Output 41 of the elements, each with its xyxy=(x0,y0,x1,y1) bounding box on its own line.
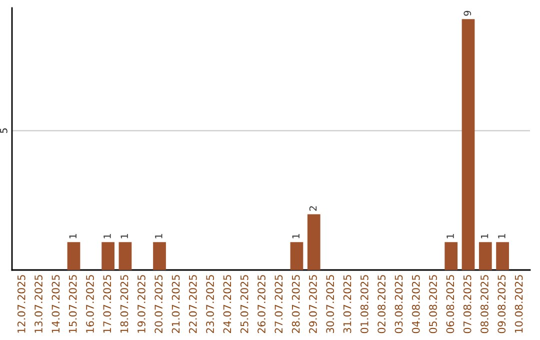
data-label: 1 xyxy=(498,234,506,238)
x-tick-label: 09.08.2025 xyxy=(498,275,506,334)
y-tick-label: 5 xyxy=(0,128,8,133)
data-label: 1 xyxy=(69,234,76,238)
x-tick-label: 21.07.2025 xyxy=(172,275,180,334)
x-tick-label: 13.07.2025 xyxy=(34,275,42,333)
x-tick-label: 06.08.2025 xyxy=(446,275,454,334)
x-tick-label: 08.08.2025 xyxy=(480,275,488,334)
data-label: 2 xyxy=(309,206,317,211)
x-tick-label: 27.07.2025 xyxy=(274,275,283,334)
x-tick-label: 23.07.2025 xyxy=(206,275,214,334)
x-tick-label: 28.07.2025 xyxy=(292,275,300,334)
x-tick-label: 19.07.2025 xyxy=(138,275,146,333)
x-tick-label: 14.07.2025 xyxy=(52,275,60,333)
x-tick-label: 15.07.2025 xyxy=(68,275,77,333)
data-label: 1 xyxy=(155,234,162,238)
x-tick-label: 24.07.2025 xyxy=(223,275,232,334)
x-tick-label: 22.07.2025 xyxy=(188,275,197,334)
data-label: 1 xyxy=(292,234,300,238)
x-tick-label: 30.07.2025 xyxy=(326,275,334,334)
x-tick-label: 26.07.2025 xyxy=(258,275,266,334)
x-tick-label: 05.08.2025 xyxy=(429,275,437,334)
x-tick-label: 31.07.2025 xyxy=(343,275,352,334)
x-tick-label: 01.08.2025 xyxy=(360,275,368,334)
x-tick-label: 25.07.2025 xyxy=(240,275,248,334)
x-tick-label: 02.08.2025 xyxy=(378,275,386,334)
x-tick-label: 10.08.2025 xyxy=(514,275,523,333)
x-tick-label: 29.07.2025 xyxy=(309,275,317,334)
x-tick-label: 07.08.2025 xyxy=(463,275,472,334)
x-tick-label: 18.07.2025 xyxy=(120,275,128,333)
data-label: 1 xyxy=(120,234,128,238)
x-tick-label: 16.07.2025 xyxy=(86,275,94,333)
data-label: 1 xyxy=(481,234,488,238)
x-tick-label: 12.07.2025 xyxy=(17,275,26,333)
x-tick-label: 04.08.2025 xyxy=(412,275,420,334)
x-tick-label: 03.08.2025 xyxy=(394,275,403,334)
data-label: 1 xyxy=(104,234,111,238)
x-tick-label: 20.07.2025 xyxy=(154,275,163,334)
data-label: 9 xyxy=(464,10,472,16)
data-label: 1 xyxy=(446,234,454,238)
x-tick-label: 17.07.2025 xyxy=(103,275,112,333)
